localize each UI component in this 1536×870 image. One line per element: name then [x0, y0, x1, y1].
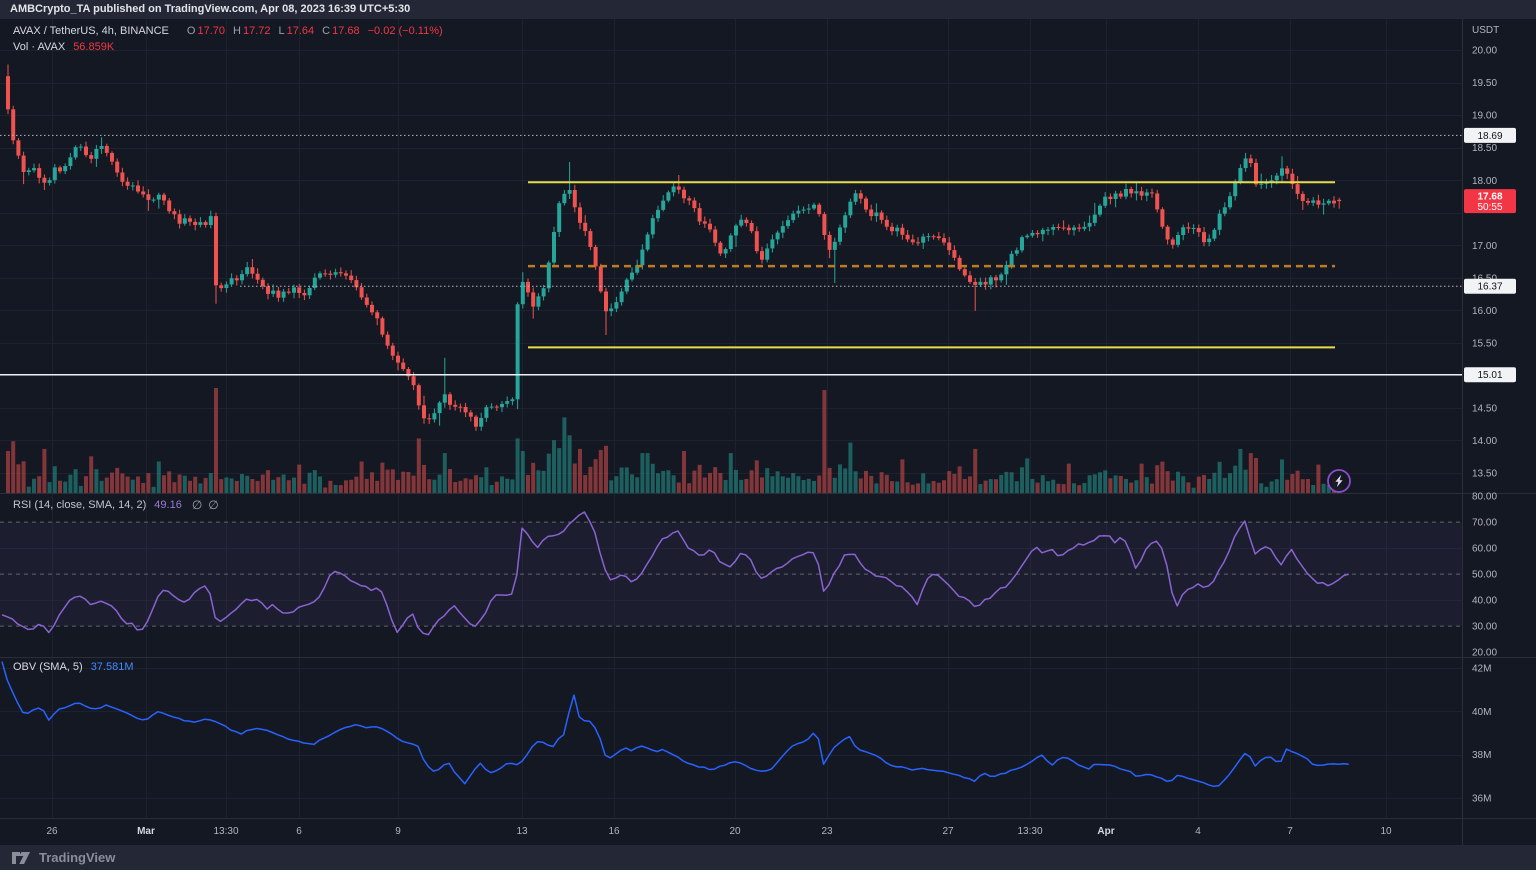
- svg-text:4: 4: [1195, 826, 1201, 837]
- svg-text:13:30: 13:30: [1017, 826, 1042, 837]
- rsi-line: [1, 511, 1350, 636]
- svg-text:16.37: 16.37: [1477, 282, 1502, 293]
- low-value: 17.64: [286, 25, 315, 37]
- svg-text:38M: 38M: [1472, 750, 1491, 761]
- change-value: −0.02 (−0.11%): [367, 25, 443, 37]
- svg-text:50.00: 50.00: [1472, 570, 1497, 581]
- svg-text:13.50: 13.50: [1472, 468, 1497, 479]
- svg-text:Apr: Apr: [1097, 826, 1114, 837]
- svg-text:50:55: 50:55: [1477, 202, 1502, 213]
- svg-text:80.00: 80.00: [1472, 492, 1497, 503]
- open-value: 17.70: [197, 25, 225, 37]
- svg-text:70.00: 70.00: [1472, 518, 1497, 529]
- svg-text:19.00: 19.00: [1472, 111, 1497, 122]
- obv-legend[interactable]: OBV (SMA, 5) 37.581M: [13, 661, 134, 673]
- svg-text:USDT: USDT: [1472, 25, 1499, 36]
- price-level-label: [1464, 278, 1516, 294]
- svg-text:16.00: 16.00: [1472, 306, 1497, 317]
- rsi-empty-2: ∅: [208, 498, 219, 512]
- svg-text:14.00: 14.00: [1472, 436, 1497, 447]
- close-value: 17.68: [332, 25, 360, 37]
- current-price-label: [1464, 189, 1516, 214]
- svg-text:9: 9: [395, 826, 401, 837]
- svg-text:20.00: 20.00: [1472, 46, 1497, 57]
- high-value: 17.72: [242, 25, 271, 37]
- volume-value: 56.859K: [73, 41, 115, 53]
- svg-text:20.00: 20.00: [1472, 648, 1497, 659]
- price-level-label: [1464, 127, 1516, 143]
- svg-text:13:30: 13:30: [213, 826, 238, 837]
- svg-text:10: 10: [1380, 826, 1392, 837]
- tradingview-logo-icon[interactable]: [12, 850, 31, 866]
- svg-text:17.68: 17.68: [1477, 192, 1502, 203]
- volume-label: Vol · AVAX: [13, 41, 66, 53]
- rsi-band: [0, 521, 1462, 627]
- time-axis[interactable]: 26 Mar 13:30 6 9 13 16 20 23 27 13:30 Apr 4 7 10: [46, 826, 1392, 837]
- tradingview-brand[interactable]: TradingView: [39, 850, 116, 865]
- close-label: C: [322, 25, 331, 37]
- volume-legend[interactable]: Vol · AVAX 56.859K: [13, 41, 114, 53]
- volume-layer: [6, 388, 1342, 494]
- footer-bar: TradingView: [0, 845, 1536, 870]
- candles-layer: [6, 64, 1342, 431]
- levels-layer[interactable]: [0, 134, 1462, 376]
- price-level-label: [1464, 367, 1516, 383]
- svg-text:Mar: Mar: [137, 826, 155, 837]
- gridlines-layer: [0, 19, 1462, 818]
- publish-banner: AMBCrypto_TA published on TradingView.co…: [0, 0, 1536, 19]
- svg-text:30.00: 30.00: [1472, 622, 1497, 633]
- rsi-value: 49.16: [154, 499, 182, 511]
- svg-text:19.50: 19.50: [1472, 78, 1497, 89]
- svg-text:40M: 40M: [1472, 707, 1491, 718]
- svg-text:36M: 36M: [1472, 794, 1491, 805]
- publish-banner-text: AMBCrypto_TA published on TradingView.co…: [10, 3, 411, 15]
- svg-text:20: 20: [729, 826, 741, 837]
- rsi-legend[interactable]: RSI (14, close, SMA, 14, 2) 49.16 ∅ ∅: [13, 498, 219, 512]
- rsi-empty-1: ∅: [191, 498, 203, 512]
- svg-text:14.50: 14.50: [1472, 403, 1497, 414]
- svg-text:17.00: 17.00: [1472, 241, 1497, 252]
- svg-text:15.01: 15.01: [1477, 370, 1502, 381]
- open-label: O: [186, 25, 196, 37]
- obv-line: [1, 661, 1349, 788]
- svg-text:6: 6: [296, 826, 302, 837]
- svg-text:18.69: 18.69: [1477, 131, 1502, 142]
- alert-lightning-icon[interactable]: [1327, 469, 1351, 493]
- svg-text:7: 7: [1287, 826, 1293, 837]
- svg-text:26: 26: [46, 826, 58, 837]
- svg-text:23: 23: [821, 826, 833, 837]
- obv-title: OBV (SMA, 5): [13, 661, 83, 673]
- svg-text:60.00: 60.00: [1472, 544, 1497, 555]
- svg-text:42M: 42M: [1472, 664, 1491, 675]
- pane-separators[interactable]: [0, 19, 1536, 845]
- svg-text:40.00: 40.00: [1472, 596, 1497, 607]
- svg-text:15.50: 15.50: [1472, 338, 1497, 349]
- obv-value: 37.581M: [90, 661, 134, 673]
- symbol-legend[interactable]: AVAX / TetherUS, 4h, BINANCE O 17.70 H 1…: [13, 25, 443, 37]
- svg-text:18.00: 18.00: [1472, 176, 1497, 187]
- symbol-title: AVAX / TetherUS, 4h, BINANCE: [13, 25, 169, 37]
- rsi-title: RSI (14, close, SMA, 14, 2): [13, 499, 147, 511]
- svg-text:27: 27: [942, 826, 954, 837]
- low-label: L: [278, 25, 285, 37]
- high-label: H: [233, 25, 241, 37]
- svg-text:13: 13: [516, 826, 528, 837]
- svg-text:16: 16: [608, 826, 620, 837]
- svg-text:18.50: 18.50: [1472, 143, 1497, 154]
